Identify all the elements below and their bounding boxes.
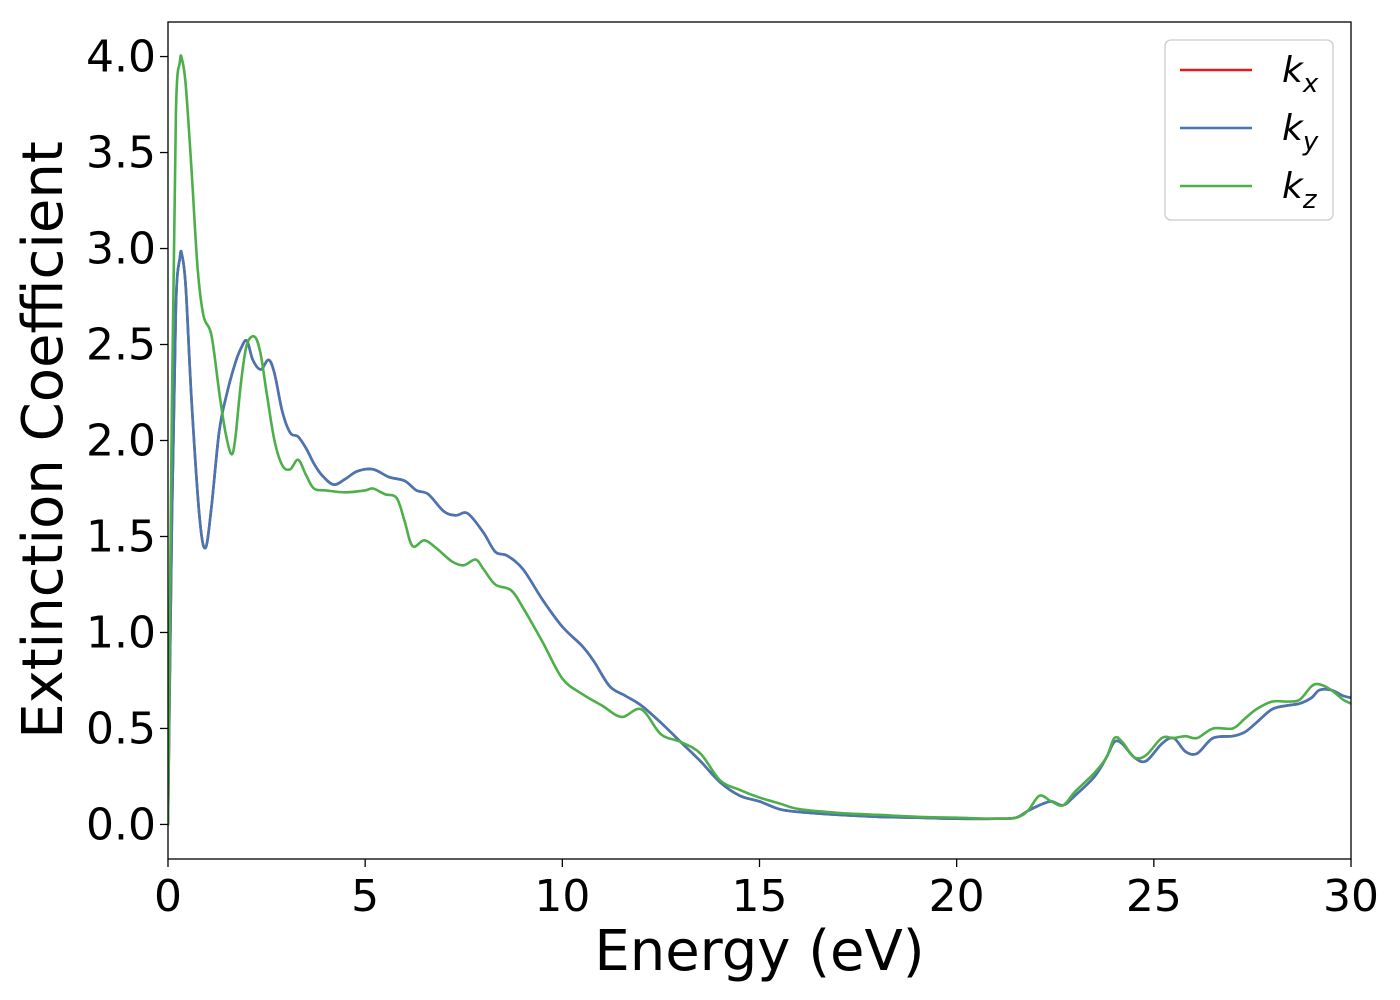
x-tick-label: 20 — [929, 871, 985, 922]
y-tick-label: 4.0 — [86, 32, 156, 83]
y-tick-label: 3.0 — [86, 224, 156, 275]
x-tick-label: 25 — [1126, 871, 1182, 922]
y-tick-label: 2.0 — [86, 416, 156, 467]
y-tick-label: 2.5 — [86, 320, 156, 371]
y-tick-label: 1.5 — [86, 511, 156, 562]
y-tick-label: 3.5 — [86, 128, 156, 179]
x-tick-label: 10 — [534, 871, 590, 922]
x-tick-label: 15 — [732, 871, 788, 922]
ticks-layer: 0 5 10 15 20 25 30 0.0 0.5 1.0 1.5 2.0 2.5 3.0 3.5 4.0 — [86, 32, 1379, 922]
y-tick-label: 1.0 — [86, 607, 156, 658]
legend-box — [1164, 39, 1334, 221]
y-tick-label: 0.5 — [86, 703, 156, 754]
x-tick-label: 5 — [351, 871, 379, 922]
x-tick-label: 30 — [1323, 871, 1379, 922]
x-tick-label: 0 — [154, 871, 182, 922]
y-tick-label: 0.0 — [86, 799, 156, 850]
series-line-kz — [168, 54, 1351, 826]
series-line-ky — [168, 249, 1351, 826]
y-axis-title: Extinction Coefficient — [11, 141, 76, 739]
x-axis-title: Energy (eV) — [594, 919, 924, 984]
legend-label-kx: kx — [1282, 50, 1319, 99]
series-layer — [168, 54, 1351, 826]
